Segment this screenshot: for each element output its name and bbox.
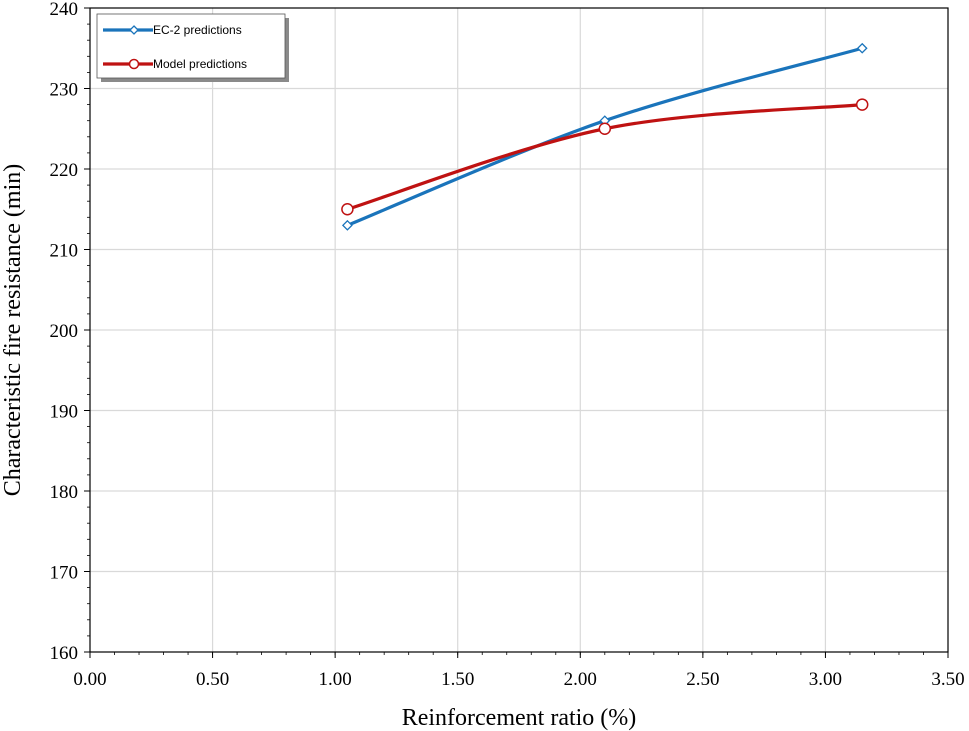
x-tick-label: 3.00 <box>809 669 842 690</box>
legend-label: Model predictions <box>153 57 247 71</box>
legend-item: EC-2 predictions <box>103 23 242 37</box>
legend-label: EC-2 predictions <box>153 23 242 37</box>
data-point <box>598 122 612 135</box>
legend-items: EC-2 predictions Model predictions <box>103 23 247 71</box>
y-tick-label: 220 <box>50 160 79 181</box>
y-tick-label: 240 <box>50 0 79 20</box>
y-tick-label: 160 <box>50 643 79 664</box>
y-tick-label: 170 <box>50 563 79 584</box>
x-tick-label: 0.00 <box>73 669 106 690</box>
y-tick-label: 180 <box>50 482 79 503</box>
data-point <box>341 203 354 216</box>
ticks <box>84 7 949 658</box>
y-tick-label: 230 <box>50 80 79 101</box>
y-tick-label: 200 <box>50 321 79 342</box>
data-point <box>855 98 869 111</box>
x-tick-label: 2.50 <box>686 669 719 690</box>
y-axis-title: Characteristic fire resistance (min) <box>0 164 26 497</box>
x-tick-label: 1.50 <box>441 669 474 690</box>
x-tick-label: 1.00 <box>319 669 352 690</box>
legend-marker <box>128 58 140 70</box>
series-layer <box>341 42 869 231</box>
x-axis-title: Reinforcement ratio (%) <box>402 705 637 731</box>
data-point <box>341 219 353 231</box>
x-tick-label: 3.50 <box>931 669 964 690</box>
data-point <box>856 42 868 54</box>
x-tick-label: 0.50 <box>196 669 229 690</box>
y-tick-label: 190 <box>50 402 79 423</box>
x-tick-label: 2.00 <box>564 669 597 690</box>
grid <box>90 8 948 652</box>
legend-marker <box>129 25 139 35</box>
y-tick-label: 210 <box>50 241 79 262</box>
legend-box <box>96 13 286 79</box>
tick-labels: 0.00 0.50 1.00 1.50 2.00 2.50 3.00 3.50 160 170 18… <box>50 0 965 690</box>
legend-item: Model predictions <box>103 57 247 71</box>
legend: EC-2 predictions Model predictions <box>96 13 289 82</box>
series-2 <box>341 98 869 216</box>
